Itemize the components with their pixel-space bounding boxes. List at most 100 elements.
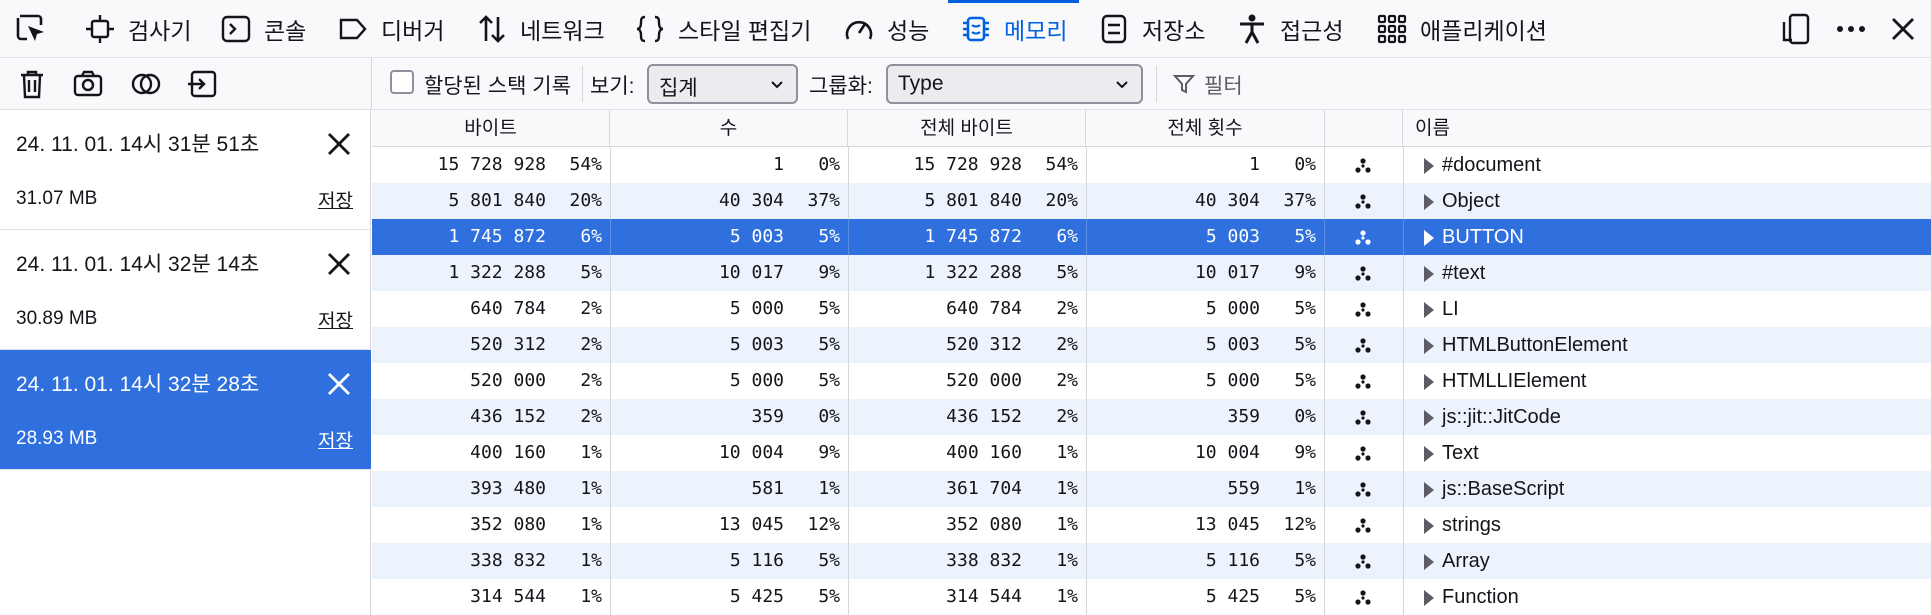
table-row[interactable]: 15 728 928 54% 1 0% 15 728 928 54% 1 0% #documen…	[372, 147, 1931, 183]
expand-triangle-icon[interactable]	[1424, 266, 1434, 282]
column-divider	[1086, 579, 1087, 615]
allocation-stack-icon[interactable]	[1353, 408, 1373, 428]
tab-storage[interactable]: 저장소	[1098, 0, 1205, 57]
save-link[interactable]: 저장	[318, 311, 353, 332]
expand-triangle-icon[interactable]	[1424, 230, 1434, 246]
cell-count-pct: 1%	[818, 478, 840, 499]
camera-icon[interactable]	[72, 68, 104, 100]
expand-triangle-icon[interactable]	[1424, 410, 1434, 426]
group-select[interactable]: Type	[886, 64, 1143, 104]
table-row[interactable]: 520 312 2% 5 003 5% 520 312 2% 5 003 5% HTMLButt…	[372, 327, 1931, 363]
expand-triangle-icon[interactable]	[1424, 590, 1434, 606]
allocation-stack-icon[interactable]	[1353, 336, 1373, 356]
cell-bytes-pct: 1%	[580, 550, 602, 571]
table-row[interactable]: 314 544 1% 5 425 5% 314 544 1% 5 425 5% Function	[372, 579, 1931, 615]
close-icon[interactable]	[325, 130, 353, 158]
tab-network[interactable]: 네트워크	[476, 0, 605, 57]
element-picker-icon[interactable]	[14, 12, 48, 46]
view-select[interactable]: 집계	[647, 64, 798, 104]
column-divider	[1403, 327, 1404, 363]
column-header-total-bytes[interactable]: 전체 바이트	[848, 110, 1086, 147]
expand-triangle-icon[interactable]	[1424, 194, 1434, 210]
more-options-icon[interactable]	[1834, 12, 1868, 46]
column-header-total-count[interactable]: 전체 횟수	[1086, 110, 1325, 147]
column-header-name[interactable]: 이름	[1415, 118, 1450, 139]
cell-total-bytes: 520 000	[946, 370, 1022, 391]
expand-triangle-icon[interactable]	[1424, 482, 1434, 498]
tab-inspector[interactable]: 검사기	[84, 0, 191, 57]
table-row[interactable]: 352 080 1% 13 045 12% 352 080 1% 13 045 12% stri…	[372, 507, 1931, 543]
allocation-stack-icon[interactable]	[1353, 552, 1373, 572]
allocation-stack-icon[interactable]	[1353, 372, 1373, 392]
responsive-design-icon[interactable]	[1780, 12, 1814, 46]
group-label: 그룹화:	[809, 75, 873, 98]
table-row[interactable]: 400 160 1% 10 004 9% 400 160 1% 10 004 9% Text	[372, 435, 1931, 471]
save-link[interactable]: 저장	[318, 191, 353, 212]
table-row[interactable]: 338 832 1% 5 116 5% 338 832 1% 5 116 5% Array	[372, 543, 1931, 579]
snapshot-item[interactable]: 24. 11. 01. 14시 32분 14초 30.89 MB 저장	[0, 230, 371, 350]
column-divider	[1403, 147, 1404, 183]
tab-label: 검사기	[128, 17, 192, 44]
column-divider	[610, 399, 611, 435]
import-snapshot-icon[interactable]	[186, 68, 218, 100]
tab-memory[interactable]: 메모리	[947, 0, 1081, 57]
table-row[interactable]: 436 152 2% 359 0% 436 152 2% 359 0% js::jit::Jit…	[372, 399, 1931, 435]
tab-console[interactable]: 콘솔	[220, 0, 306, 57]
cell-name: HTMLButtonElement	[1442, 334, 1628, 356]
snapshot-item[interactable]: 24. 11. 01. 14시 31분 51초 31.07 MB 저장	[0, 110, 371, 230]
expand-triangle-icon[interactable]	[1424, 302, 1434, 318]
close-icon[interactable]	[325, 250, 353, 278]
cell-total-bytes-pct: 54%	[1045, 154, 1078, 175]
record-stacks-checkbox[interactable]	[390, 70, 414, 94]
table-row[interactable]: 1 745 872 6% 5 003 5% 1 745 872 6% 5 003 5% BUTT…	[372, 219, 1931, 255]
cell-total-count-pct: 5%	[1294, 550, 1316, 571]
snapshot-item-selected[interactable]: 24. 11. 01. 14시 32분 28초 28.93 MB 저장	[0, 350, 371, 470]
allocation-stack-icon[interactable]	[1353, 588, 1373, 608]
allocation-stack-icon[interactable]	[1353, 192, 1373, 212]
tab-style-editor[interactable]: 스타일 편집기	[634, 0, 811, 57]
trash-icon[interactable]	[16, 68, 48, 100]
allocation-stack-icon[interactable]	[1353, 228, 1373, 248]
allocation-stack-icon[interactable]	[1353, 480, 1373, 500]
tab-accessibility[interactable]: 접근성	[1236, 0, 1343, 57]
filter-input[interactable]: 필터	[1204, 75, 1243, 98]
expand-triangle-icon[interactable]	[1424, 338, 1434, 354]
column-divider	[610, 147, 611, 183]
expand-triangle-icon[interactable]	[1424, 554, 1434, 570]
cell-count: 13 045	[718, 514, 784, 535]
table-row[interactable]: 5 801 840 20% 40 304 37% 5 801 840 20% 40 304 3…	[372, 183, 1931, 219]
allocation-stack-icon[interactable]	[1353, 300, 1373, 320]
cell-name: BUTTON	[1442, 226, 1524, 248]
column-header-count[interactable]: 수	[610, 110, 848, 147]
cell-bytes-pct: 2%	[580, 298, 602, 319]
console-icon	[221, 15, 251, 42]
cell-count: 5 116	[729, 550, 784, 571]
expand-triangle-icon[interactable]	[1424, 446, 1434, 462]
allocation-stack-icon[interactable]	[1353, 156, 1373, 176]
allocation-stack-icon[interactable]	[1353, 516, 1373, 536]
cell-bytes: 5 801 840	[448, 190, 546, 211]
column-divider	[848, 147, 849, 183]
tab-debugger[interactable]: 디버거	[337, 0, 444, 57]
table-row[interactable]: 393 480 1% 581 1% 361 704 1% 559 1% js::BaseScri…	[372, 471, 1931, 507]
column-divider	[848, 399, 849, 435]
snapshot-toolbar	[0, 58, 372, 110]
table-row[interactable]: 640 784 2% 5 000 5% 640 784 2% 5 000 5% LI	[372, 291, 1931, 327]
expand-triangle-icon[interactable]	[1424, 518, 1434, 534]
tab-performance[interactable]: 성능	[843, 0, 929, 57]
expand-triangle-icon[interactable]	[1424, 374, 1434, 390]
table-row[interactable]: 1 322 288 5% 10 017 9% 1 322 288 5% 10 017 9% #t…	[372, 255, 1931, 291]
column-header-bytes[interactable]: 바이트	[372, 110, 610, 147]
close-devtools-icon[interactable]	[1886, 12, 1920, 46]
close-icon[interactable]	[325, 370, 353, 398]
expand-triangle-icon[interactable]	[1424, 158, 1434, 174]
tab-application[interactable]: 애플리케이션	[1376, 0, 1547, 57]
column-divider	[1324, 507, 1325, 543]
column-divider	[1086, 147, 1087, 183]
save-link[interactable]: 저장	[318, 431, 353, 452]
column-divider	[1324, 255, 1325, 291]
table-row[interactable]: 520 000 2% 5 000 5% 520 000 2% 5 000 5% HTMLLIEl…	[372, 363, 1931, 399]
allocation-stack-icon[interactable]	[1353, 444, 1373, 464]
diff-snapshots-icon[interactable]	[130, 68, 162, 100]
allocation-stack-icon[interactable]	[1353, 264, 1373, 284]
